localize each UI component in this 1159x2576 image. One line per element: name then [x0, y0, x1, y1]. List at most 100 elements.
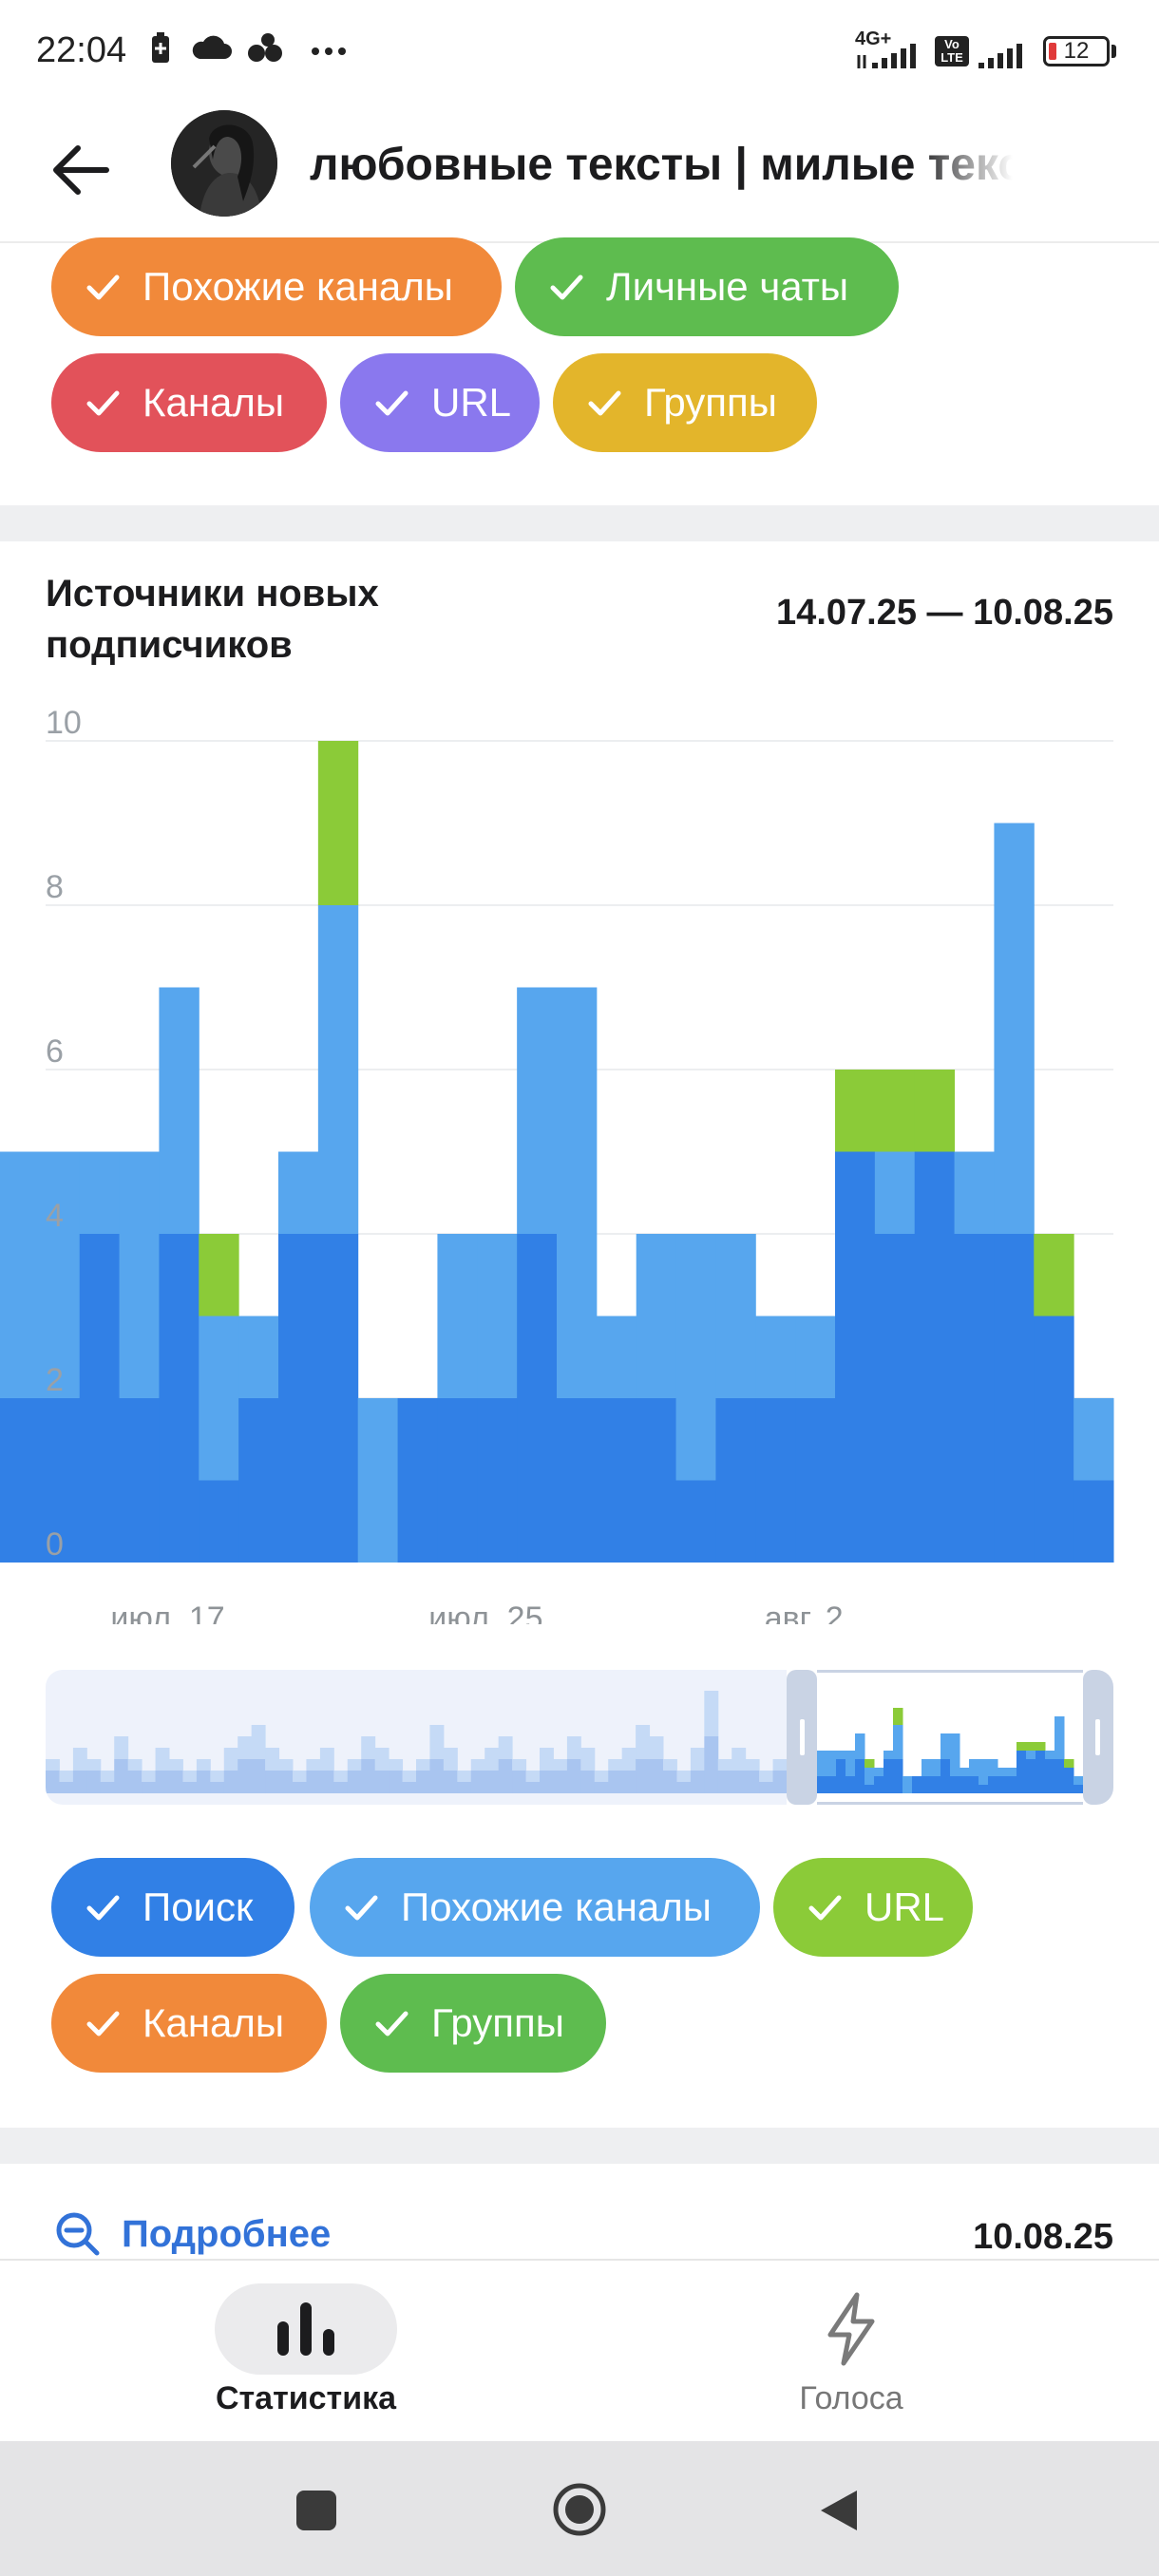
legend-chip-channels[interactable]: Каналы [51, 1974, 327, 2073]
check-icon [375, 2011, 408, 2036]
nav-label-votes[interactable]: Голоса [799, 2380, 903, 2416]
bar-segment[interactable] [238, 1316, 279, 1399]
bar-segment[interactable] [914, 1151, 956, 1563]
bar-segment[interactable] [1074, 1480, 1114, 1563]
nav-bar [100, 1782, 115, 1793]
filter-chip-groups[interactable]: Группы [553, 353, 817, 452]
bar-segment[interactable] [39, 1151, 81, 1399]
bar-segment[interactable] [994, 1234, 1035, 1563]
bar-segment[interactable] [636, 1234, 677, 1398]
check-icon [86, 390, 120, 416]
filter-chip-private-chats[interactable]: Личные чаты [515, 237, 899, 336]
channel-avatar[interactable] [171, 110, 277, 217]
filter-chip-url[interactable]: URL [340, 353, 540, 452]
bar-segment[interactable] [557, 1398, 598, 1563]
stacked-bar-chart[interactable]: 0 2 4 6 8 10 июл. 17 июл. 25 авг. 2 [0, 684, 1159, 1624]
bar-segment[interactable] [715, 1398, 756, 1563]
bar-segment[interactable] [1034, 1316, 1074, 1563]
legend-chip-search[interactable]: Поиск [51, 1858, 294, 1957]
bar-segment[interactable] [317, 905, 359, 1234]
bar-segment[interactable] [835, 1151, 876, 1563]
bar-segment[interactable] [874, 1070, 916, 1152]
bar-segment[interactable] [795, 1398, 836, 1563]
bar-segment[interactable] [636, 1398, 677, 1563]
bar-segment[interactable] [238, 1398, 279, 1563]
bar-segment[interactable] [79, 1234, 121, 1563]
nav-window-bar [1036, 1751, 1046, 1793]
bar-segment[interactable] [755, 1398, 796, 1563]
nav-item-statistics[interactable] [215, 2283, 397, 2375]
bar-segment[interactable] [39, 1398, 81, 1563]
filter-chip-channels[interactable]: Каналы [51, 353, 327, 452]
legend-chip-label: Поиск [142, 1885, 254, 1929]
nav-bar [745, 1771, 760, 1793]
bar-segment[interactable] [79, 1151, 121, 1235]
chart-range-navigator[interactable] [46, 1670, 1113, 1805]
nav-window-bar [836, 1751, 846, 1759]
home-icon[interactable] [551, 2481, 608, 2538]
bar-segment[interactable] [874, 1234, 916, 1563]
bar-segment[interactable] [199, 1480, 239, 1563]
legend-chip-groups[interactable]: Группы [340, 1974, 606, 2073]
bar-segment[interactable] [755, 1316, 796, 1399]
bar-segment[interactable] [954, 1234, 995, 1563]
bar-segment[interactable] [159, 987, 200, 1235]
bar-segment[interactable] [159, 1234, 200, 1563]
bar-segment[interactable] [954, 1151, 995, 1235]
nav-window-bar [978, 1785, 989, 1793]
bar-segment[interactable] [397, 1398, 438, 1563]
bar-segment[interactable] [278, 1151, 319, 1235]
bar-segment[interactable] [199, 1316, 239, 1481]
bar-segment[interactable] [914, 1070, 956, 1152]
bar-segment[interactable] [795, 1316, 836, 1399]
filter-chip-similar-channels[interactable]: Похожие каналы [51, 237, 502, 336]
lightning-icon[interactable] [819, 2291, 884, 2367]
nav-bar [636, 1725, 651, 1759]
nav-label-statistics[interactable]: Статистика [215, 2380, 397, 2416]
nav-window-bar [998, 1768, 1008, 1776]
nav-bar [210, 1771, 225, 1782]
bar-segment[interactable] [874, 1151, 916, 1235]
bar-segment[interactable] [477, 1234, 518, 1398]
nav-bar [142, 1782, 157, 1793]
bar-segment[interactable] [517, 987, 558, 1235]
bar-segment[interactable] [994, 823, 1035, 1235]
bar-segment[interactable] [357, 1398, 399, 1563]
legend-chip-url[interactable]: URL [773, 1858, 973, 1957]
nav-bar [498, 1759, 513, 1793]
check-icon [86, 2011, 120, 2036]
bar-segment[interactable] [317, 741, 359, 905]
bar-segment[interactable] [437, 1398, 478, 1563]
bar-segment[interactable] [119, 1151, 160, 1399]
bar-segment[interactable] [0, 1398, 41, 1563]
bar-segment[interactable] [437, 1234, 478, 1398]
bar-segment[interactable] [557, 987, 598, 1399]
nav-bar [251, 1725, 266, 1759]
bar-segment[interactable] [199, 1234, 239, 1316]
nav-bar [223, 1748, 238, 1771]
bar-segment[interactable] [675, 1480, 716, 1563]
nav-bar [553, 1771, 568, 1793]
bar-segment[interactable] [0, 1151, 41, 1399]
bar-segment[interactable] [119, 1398, 160, 1563]
bar-segment[interactable] [835, 1070, 876, 1152]
bar-segment[interactable] [278, 1234, 319, 1563]
details-link[interactable]: Подробнее [53, 2209, 331, 2259]
bar-segment[interactable] [715, 1234, 756, 1398]
back-nav-icon[interactable] [817, 2487, 861, 2534]
nav-window-bar [950, 1733, 960, 1776]
legend-chip-similar-channels[interactable]: Похожие каналы [310, 1858, 760, 1957]
bar-segment[interactable] [517, 1234, 558, 1563]
nav-window-bar [969, 1759, 979, 1776]
chart-date-range[interactable]: 14.07.25 — 10.08.25 [776, 593, 1113, 633]
bar-segment[interactable] [1034, 1234, 1074, 1316]
bar-segment[interactable] [1074, 1398, 1114, 1481]
recent-apps-icon[interactable] [294, 2489, 338, 2532]
bar-segment[interactable] [477, 1398, 518, 1563]
bar-segment[interactable] [675, 1234, 716, 1481]
nav-bar [498, 1736, 513, 1759]
bar-segment[interactable] [596, 1316, 637, 1399]
bar-segment[interactable] [317, 1234, 359, 1563]
back-arrow-icon[interactable] [48, 137, 114, 203]
bar-segment[interactable] [596, 1398, 637, 1563]
